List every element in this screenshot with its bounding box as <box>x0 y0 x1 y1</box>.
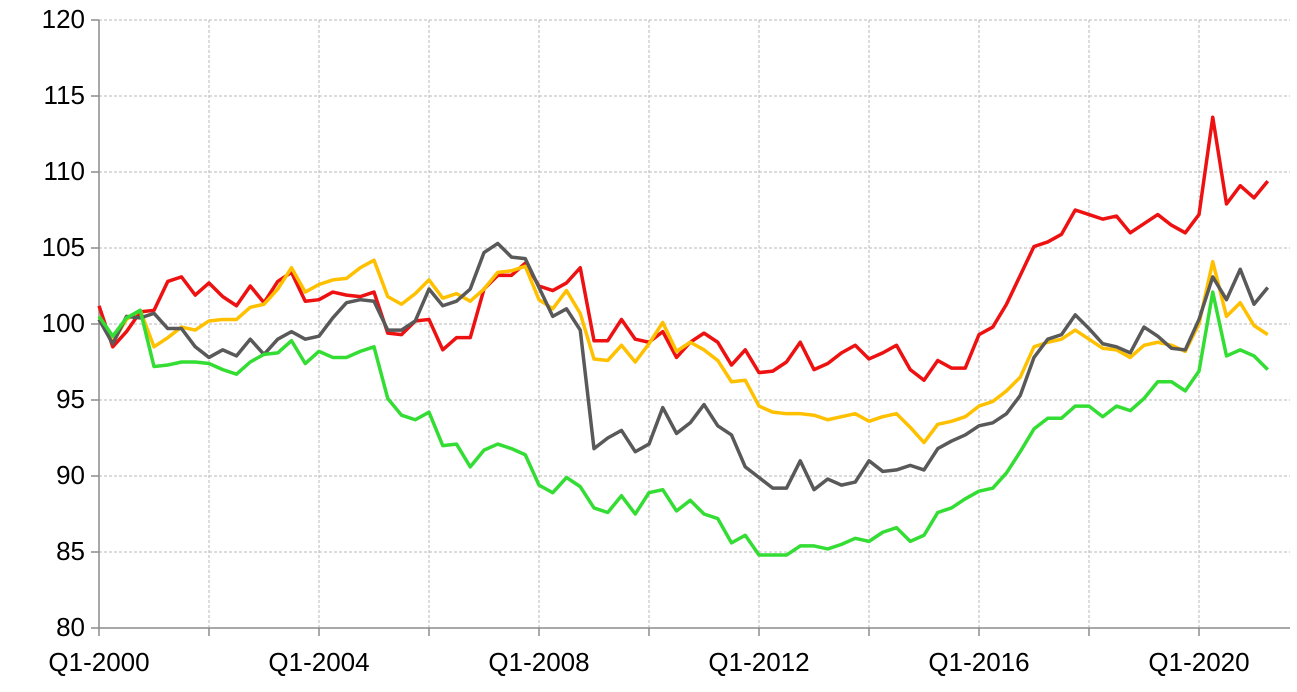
y-tick-label: 80 <box>56 612 85 642</box>
y-tick-label: 100 <box>42 308 85 338</box>
series-line <box>97 258 1269 445</box>
y-tick-label: 90 <box>56 460 85 490</box>
x-tick-label: Q1-2016 <box>928 647 1029 677</box>
x-tick-label: Q1-2012 <box>708 647 809 677</box>
y-tick-label: 120 <box>42 4 85 34</box>
y-tick-label: 95 <box>56 384 85 414</box>
x-tick-label: Q1-2020 <box>1148 647 1249 677</box>
x-tick-label: Q1-2008 <box>488 647 589 677</box>
x-tick-label: Q1-2004 <box>268 647 369 677</box>
y-tick-label: 110 <box>44 156 85 186</box>
series-line <box>97 115 1270 382</box>
series-line <box>97 241 1270 492</box>
series-line <box>97 290 1269 557</box>
y-tick-label: 85 <box>56 536 85 566</box>
y-tick-label: 105 <box>42 232 85 262</box>
y-tick-label: 115 <box>44 80 85 110</box>
x-tick-label: Q1-2000 <box>48 647 149 677</box>
